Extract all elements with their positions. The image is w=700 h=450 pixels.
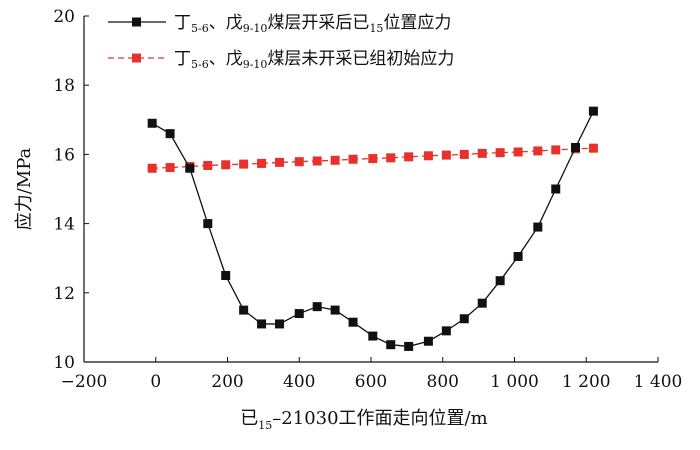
data-point-marker	[495, 148, 505, 158]
data-point-marker	[239, 159, 249, 169]
legend-subscript: 9-10	[243, 58, 268, 71]
data-point-marker	[423, 336, 433, 346]
legend-subscript: 5-6	[191, 58, 209, 71]
data-point-marker	[551, 184, 561, 194]
data-point-marker	[330, 305, 340, 315]
legend-subscript: 15	[369, 22, 383, 35]
x-axis-title-main: 已	[240, 408, 258, 429]
legend-subscript: 9-10	[243, 22, 268, 35]
data-point-marker	[386, 153, 396, 163]
data-point-marker	[495, 276, 505, 286]
y-tick-label: 18	[53, 76, 75, 96]
data-point-marker	[404, 152, 414, 162]
data-point-marker	[477, 148, 487, 158]
data-point-marker	[147, 118, 157, 128]
legend: 丁5-6、戊9-10煤层开采后已15位置应力丁5-6、戊9-10煤层未开采已组初…	[108, 13, 454, 71]
x-tick-label: 600	[355, 372, 387, 392]
y-tick-label: 20	[53, 7, 75, 27]
data-point-marker	[368, 331, 378, 341]
legend-subscript: 5-6	[191, 22, 209, 35]
data-point-marker	[165, 129, 175, 139]
series-line	[151, 110, 595, 348]
data-point-marker	[221, 160, 231, 170]
legend-text-part: 、戊	[209, 13, 243, 33]
x-tick-label: 400	[283, 372, 315, 392]
data-point-marker	[513, 147, 523, 157]
data-point-marker	[588, 143, 598, 153]
data-point-marker	[203, 219, 213, 229]
x-axis-title-subscript: 15	[258, 419, 272, 432]
data-point-marker	[275, 319, 285, 329]
legend-item-0: 丁5-6、戊9-10煤层开采后已15位置应力	[108, 13, 451, 35]
data-point-marker	[348, 154, 358, 164]
data-point-marker	[441, 150, 451, 160]
data-point-marker	[312, 156, 322, 166]
data-point-marker	[551, 145, 561, 155]
data-point-marker	[368, 154, 378, 164]
data-point-marker	[275, 157, 285, 167]
x-tick-label: −200	[61, 372, 108, 392]
legend-text-part: 煤层未开采已组初始应力	[267, 49, 454, 69]
x-tick-label: 800	[427, 372, 459, 392]
legend-text-part: 丁	[174, 49, 191, 69]
x-tick-label: 1 000	[490, 372, 539, 392]
data-point-marker	[459, 149, 469, 159]
data-point-marker	[588, 106, 598, 116]
legend-text-part: 位置应力	[383, 13, 451, 33]
data-point-marker	[477, 298, 487, 308]
data-point-marker	[165, 163, 175, 173]
data-point-marker	[404, 341, 414, 351]
data-point-marker	[147, 163, 157, 173]
legend-text-part: 丁	[174, 13, 191, 33]
x-tick-label: 0	[150, 372, 161, 392]
data-point-marker	[185, 163, 195, 173]
data-point-marker	[221, 271, 231, 280]
data-point-marker	[203, 160, 213, 170]
axes: −200 0 200 400 600 800 1 000 1 200 1 400 10 12 14 16…	[53, 7, 682, 392]
data-point-marker	[441, 326, 451, 336]
data-point-marker	[423, 151, 433, 161]
y-axis-title: 应力/MPa	[14, 147, 35, 230]
y-tick-label: 14	[53, 215, 75, 235]
y-tick-label: 16	[53, 145, 75, 165]
data-point-marker	[294, 309, 304, 319]
legend-marker	[132, 17, 141, 27]
legend-item-1: 丁5-6、戊9-10煤层未开采已组初始应力	[108, 49, 454, 71]
data-point-marker	[239, 305, 249, 315]
y-tick-label: 10	[53, 353, 75, 373]
legend-text-part: 煤层开采后已	[267, 13, 369, 33]
data-point-marker	[257, 158, 267, 168]
axis-titles: 已15–21030工作面走向位置/m 应力/MPa	[14, 147, 488, 432]
data-point-marker	[257, 319, 267, 329]
data-point-marker	[294, 157, 304, 167]
x-axis-title: 已15–21030工作面走向位置/m	[240, 408, 487, 432]
legend-text-part: 、戊	[209, 49, 243, 69]
data-point-marker	[513, 251, 523, 261]
series-layer	[147, 106, 598, 351]
x-axis-title-rest: –21030工作面走向位置/m	[272, 408, 487, 429]
data-point-marker	[570, 142, 580, 152]
data-point-marker	[459, 314, 469, 324]
data-point-marker	[348, 317, 358, 327]
series-1	[147, 143, 598, 173]
data-point-marker	[533, 222, 543, 232]
y-tick-label: 12	[53, 284, 75, 304]
x-tick-label: 200	[211, 372, 243, 392]
x-tick-label: 1 400	[634, 372, 683, 392]
legend-label: 丁5-6、戊9-10煤层开采后已15位置应力	[174, 13, 451, 35]
series-0	[147, 106, 598, 351]
legend-label: 丁5-6、戊9-10煤层未开采已组初始应力	[174, 49, 454, 71]
data-point-marker	[312, 302, 322, 312]
data-point-marker	[386, 340, 396, 350]
x-tick-label: 1 200	[562, 372, 611, 392]
data-point-marker	[533, 146, 543, 156]
data-point-marker	[330, 155, 340, 165]
legend-marker	[132, 53, 141, 63]
